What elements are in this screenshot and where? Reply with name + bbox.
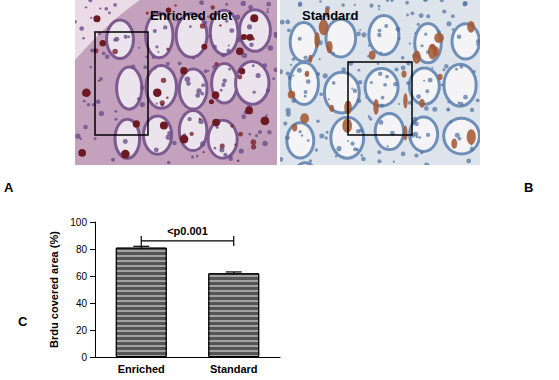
svg-text:60: 60	[76, 271, 88, 282]
svg-text:<p0.001: <p0.001	[167, 225, 208, 237]
svg-text:C: C	[18, 314, 28, 329]
svg-text:Enriched diet: Enriched diet	[150, 8, 233, 23]
svg-text:40: 40	[76, 298, 88, 309]
svg-text:Standard: Standard	[302, 8, 358, 23]
svg-text:Enriched: Enriched	[118, 363, 165, 375]
svg-text:100: 100	[70, 217, 87, 228]
svg-text:0: 0	[81, 352, 87, 363]
svg-text:A: A	[4, 180, 14, 195]
svg-text:Standard: Standard	[210, 363, 258, 375]
svg-text:80: 80	[76, 244, 88, 255]
svg-text:B: B	[524, 180, 533, 195]
svg-text:20: 20	[76, 325, 88, 336]
svg-text:Brdu covered area (%): Brdu covered area (%)	[48, 231, 60, 348]
